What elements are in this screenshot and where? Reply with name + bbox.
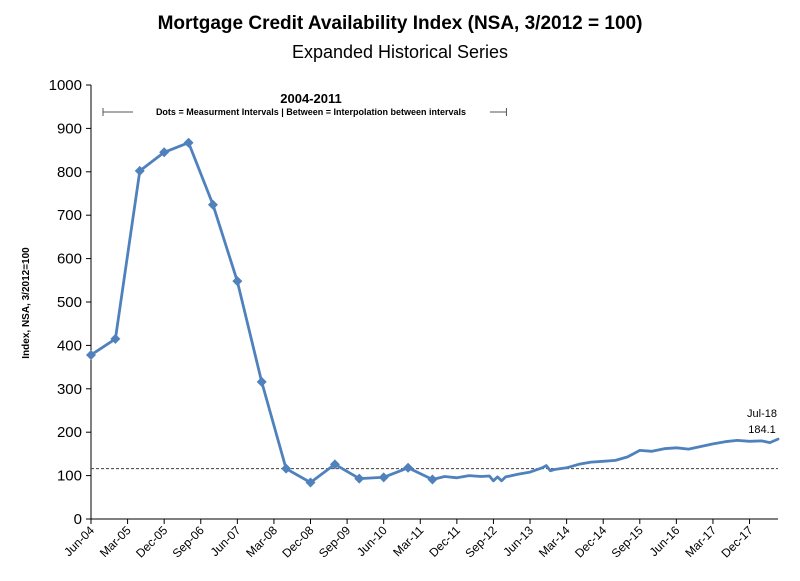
annotation-heading: 2004-2011 [280,91,341,106]
x-tick-label: Dec-08 [279,523,316,560]
series-group [86,137,780,488]
chart-subtitle: Expanded Historical Series [292,42,508,62]
measurement-point [281,463,292,474]
chart-title: Mortgage Credit Availability Index (NSA,… [158,13,643,34]
x-tick-label: Mar-14 [536,523,573,560]
x-tick-label: Jun-13 [500,523,536,559]
y-tick-label: 100 [57,468,82,485]
y-tick-label: 900 [57,120,82,137]
end-label-date: Jul-18 [747,408,777,420]
annotation-bracket [102,108,507,116]
measurement-point [110,333,121,344]
measurement-point [403,462,414,473]
y-tick-label: 0 [74,511,82,528]
x-tick-label: Sep-12 [462,523,499,560]
x-tick-label: Sep-09 [316,523,353,560]
x-tick-label: Jun-16 [647,523,683,559]
measurement-point [427,474,438,485]
x-tick-label: Mar-08 [243,523,280,560]
measurement-point [329,459,340,470]
annotation-note: Dots = Measurment Intervals | Between = … [156,107,466,117]
y-tick-label: 400 [57,337,82,354]
measurement-point [134,165,145,176]
y-tick-label: 300 [57,381,82,398]
x-tick-label: Mar-17 [682,523,719,560]
x-tick-label: Sep-15 [609,523,646,560]
end-label-value: 184.1 [748,424,776,436]
x-tick-label: Jun-04 [61,523,97,559]
measurement-point [256,376,267,387]
x-tick-label: Dec-17 [718,523,755,560]
measurement-point [232,276,243,287]
y-tick-label: 1000 [49,77,82,94]
x-tick-label: Sep-06 [170,523,207,560]
y-tick-label: 500 [57,294,82,311]
x-tick-label: Jun-10 [354,523,390,559]
x-tick-label: Dec-11 [426,523,463,560]
measurement-point [354,473,365,484]
x-tick-label: Mar-11 [390,523,426,559]
measurement-point [207,199,218,210]
measurement-point [378,472,389,483]
x-tick-label: Dec-14 [572,523,609,560]
y-tick-label: 700 [57,207,82,224]
y-tick-label: 800 [57,164,82,181]
measurement-point [305,477,316,488]
x-tick-label: Jun-07 [208,523,244,559]
x-tick-label: Mar-05 [97,523,134,560]
measurement-point [183,137,194,148]
y-axis-label: Index, NSA, 3/2012=100 [21,247,32,359]
x-tick-label: Dec-05 [133,523,170,560]
measurement-point [159,147,170,158]
measurement-point [86,349,96,360]
y-tick-label: 200 [57,424,82,441]
y-tick-label: 600 [57,251,82,268]
series-line [89,141,780,484]
